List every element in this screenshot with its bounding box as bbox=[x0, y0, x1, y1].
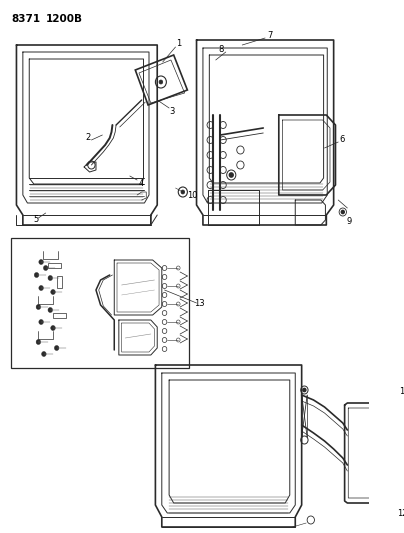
Bar bbox=[48, 262, 61, 268]
Text: 1200B: 1200B bbox=[46, 14, 83, 24]
Circle shape bbox=[181, 190, 185, 194]
Circle shape bbox=[42, 351, 46, 357]
Circle shape bbox=[48, 276, 53, 280]
Text: 6: 6 bbox=[339, 135, 345, 144]
Circle shape bbox=[341, 211, 344, 214]
Text: 2: 2 bbox=[85, 133, 90, 142]
Circle shape bbox=[48, 308, 53, 312]
Text: 11: 11 bbox=[399, 387, 404, 397]
Circle shape bbox=[51, 326, 55, 330]
Bar bbox=[53, 312, 66, 318]
Text: 9: 9 bbox=[347, 217, 352, 227]
Circle shape bbox=[51, 289, 55, 295]
Text: 10: 10 bbox=[187, 191, 197, 200]
Text: 8: 8 bbox=[219, 45, 224, 54]
Text: 8371: 8371 bbox=[11, 14, 40, 24]
Text: 3: 3 bbox=[169, 107, 175, 116]
Text: 1: 1 bbox=[177, 39, 182, 49]
Circle shape bbox=[303, 389, 306, 392]
Text: 7: 7 bbox=[267, 31, 272, 41]
Text: 12: 12 bbox=[397, 508, 404, 518]
Circle shape bbox=[34, 272, 39, 278]
Circle shape bbox=[43, 265, 48, 271]
Circle shape bbox=[39, 319, 43, 325]
Text: 13: 13 bbox=[194, 298, 204, 308]
Circle shape bbox=[159, 80, 163, 84]
Circle shape bbox=[229, 173, 233, 177]
Circle shape bbox=[36, 304, 41, 310]
Text: 4: 4 bbox=[138, 179, 143, 188]
Circle shape bbox=[55, 345, 59, 351]
Text: 5: 5 bbox=[33, 215, 38, 224]
Bar bbox=[11, 238, 189, 368]
Circle shape bbox=[36, 340, 41, 344]
Circle shape bbox=[39, 286, 43, 290]
Bar bbox=[57, 276, 62, 288]
Circle shape bbox=[39, 260, 43, 264]
